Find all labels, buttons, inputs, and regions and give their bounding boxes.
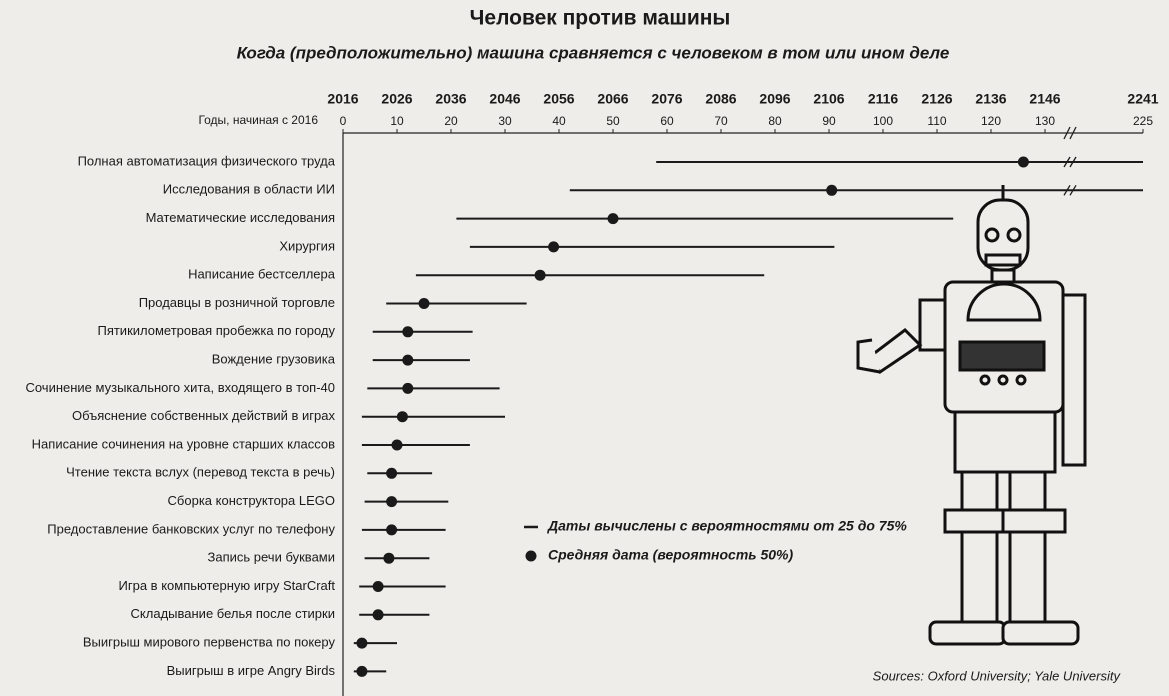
median-dot	[386, 467, 398, 479]
x-tick-label: 10	[390, 114, 404, 128]
robot-illustration	[856, 185, 1087, 646]
category-label: Объяснение собственных действий в играх	[72, 408, 335, 423]
category-label: Пятикилометровая пробежка по городу	[97, 323, 335, 338]
category-label: Запись речи буквами	[208, 550, 335, 565]
category-label: Вождение грузовика	[212, 352, 336, 367]
x2-tick-label: 2066	[597, 91, 628, 107]
x-tick-label: 40	[552, 114, 566, 128]
x2-tick-label: 2026	[381, 91, 412, 107]
median-dot	[391, 439, 403, 451]
legend-label: Средняя дата (вероятность 50%)	[548, 547, 793, 563]
category-label: Продавцы в розничной торговле	[139, 295, 335, 310]
median-dot	[1017, 156, 1029, 168]
category-label: Выигрыш мирового первенства по покеру	[83, 635, 336, 650]
median-dot	[356, 637, 368, 649]
median-dot	[607, 213, 619, 225]
legend-label: Даты вычислены с вероятностями от 25 до …	[547, 518, 907, 534]
median-dot	[534, 269, 546, 281]
x-tick-label: 90	[822, 114, 836, 128]
x-tick-label: 20	[444, 114, 458, 128]
line-break	[1069, 156, 1077, 168]
x2-tick-label: 2116	[868, 91, 899, 107]
x-tick-label: 120	[981, 114, 1001, 128]
line-break	[1063, 184, 1071, 196]
x2-tick-label: 2036	[435, 91, 466, 107]
median-dot	[372, 609, 384, 621]
category-label: Выигрыш в игре Angry Birds	[167, 663, 336, 678]
median-dot	[356, 665, 368, 677]
chart-title: Человек против машины	[470, 7, 731, 30]
legend-symbol	[525, 550, 537, 562]
median-dot	[418, 298, 430, 309]
x-tick-label: 110	[927, 114, 946, 128]
axis-break	[1063, 126, 1077, 140]
source-note: Sources: Oxford University; Yale Univers…	[873, 668, 1122, 683]
median-dot	[826, 184, 838, 196]
category-label: Сборка конструктора LEGO	[168, 493, 335, 508]
category-label: Написание бестселлера	[188, 267, 336, 282]
median-dot	[402, 326, 414, 338]
median-dot	[386, 496, 398, 508]
category-label: Чтение текста вслух (перевод текста в ре…	[66, 465, 335, 480]
median-dot	[383, 552, 395, 564]
x-tick-label: 130	[1035, 114, 1055, 128]
x-tick-label: 50	[606, 114, 620, 128]
median-dot	[372, 581, 384, 592]
axis-label: Годы, начиная с 2016	[198, 113, 318, 127]
category-label: Игра в компьютерную игру StarCraft	[119, 578, 336, 593]
x-tick-label: 80	[768, 114, 782, 128]
median-dot	[386, 524, 398, 536]
x-tick-label: 100	[873, 114, 893, 128]
x-tick-label: 70	[714, 114, 728, 128]
category-label: Написание сочинения на уровне старших кл…	[32, 436, 335, 451]
x-tick-label: 0	[340, 114, 347, 128]
category-label: Складывание белья после стирки	[131, 606, 335, 621]
line-break	[1069, 184, 1077, 196]
x2-tick-label: 2086	[705, 91, 736, 107]
x2-tick-label: 2096	[759, 91, 790, 107]
median-dot	[548, 241, 560, 253]
x2-tick-label: 2106	[813, 91, 844, 107]
x2-tick-label: 2016	[327, 91, 358, 107]
x2-tick-label: 2241	[1127, 91, 1158, 107]
category-label: Математические исследования	[146, 210, 335, 225]
line-break	[1063, 156, 1071, 168]
category-label: Полная автоматизация физического труда	[78, 153, 336, 168]
median-dot	[396, 411, 408, 423]
median-dot	[402, 354, 414, 366]
x2-tick-label: 2076	[651, 91, 682, 107]
x2-tick-label: 2046	[489, 91, 520, 107]
category-label: Сочинение музыкального хита, входящего в…	[25, 380, 335, 395]
x2-tick-label: 2056	[543, 91, 574, 107]
x2-tick-label: 2136	[975, 91, 1006, 107]
category-label: Предоставление банковских услуг по телеф…	[47, 521, 335, 536]
x-tick-label: 225	[1133, 114, 1153, 128]
median-dot	[402, 382, 414, 394]
x2-tick-label: 2146	[1029, 91, 1060, 107]
x-tick-label: 60	[660, 114, 674, 128]
category-label: Хирургия	[279, 238, 335, 253]
x-tick-label: 30	[498, 114, 512, 128]
category-label: Исследования в области ИИ	[163, 182, 335, 197]
chart-subtitle: Когда (предположительно) машина сравняет…	[237, 43, 950, 62]
x2-tick-label: 2126	[921, 91, 952, 107]
